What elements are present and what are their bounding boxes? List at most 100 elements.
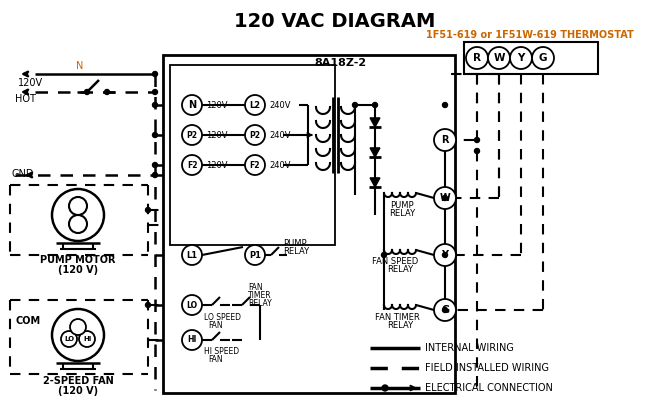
Text: LO: LO (186, 300, 198, 310)
Text: F2: F2 (250, 160, 260, 170)
Text: HOT: HOT (15, 94, 36, 104)
Circle shape (434, 244, 456, 266)
Text: 120V: 120V (18, 78, 43, 88)
Text: PUMP MOTOR: PUMP MOTOR (40, 255, 116, 265)
Text: L1: L1 (186, 251, 198, 259)
Polygon shape (370, 118, 380, 127)
Text: LO SPEED: LO SPEED (204, 313, 241, 321)
Text: G: G (539, 53, 547, 63)
Circle shape (442, 253, 448, 258)
Circle shape (434, 187, 456, 209)
Circle shape (182, 330, 202, 350)
Circle shape (52, 189, 104, 241)
Text: RELAY: RELAY (283, 246, 309, 256)
Text: L2: L2 (249, 101, 261, 109)
Circle shape (145, 303, 151, 308)
Circle shape (153, 163, 157, 168)
Text: PUMP: PUMP (390, 201, 414, 210)
Circle shape (182, 295, 202, 315)
Text: 240V: 240V (269, 160, 291, 170)
Text: 1F51-619 or 1F51W-619 THERMOSTAT: 1F51-619 or 1F51W-619 THERMOSTAT (426, 30, 634, 40)
Circle shape (182, 95, 202, 115)
Circle shape (474, 137, 480, 142)
Bar (464, 42, 598, 74)
Text: F2: F2 (187, 160, 197, 170)
Text: (120 V): (120 V) (58, 265, 98, 275)
Circle shape (466, 47, 488, 69)
Circle shape (52, 309, 104, 361)
Circle shape (182, 125, 202, 145)
Circle shape (61, 331, 77, 347)
Circle shape (532, 47, 554, 69)
Text: 120V: 120V (206, 101, 228, 109)
Text: W: W (440, 193, 450, 203)
Text: TIMER: TIMER (248, 290, 271, 300)
Text: Y: Y (517, 53, 525, 63)
Text: HI: HI (83, 336, 91, 342)
Text: PUMP: PUMP (283, 238, 307, 248)
Text: RELAY: RELAY (387, 266, 413, 274)
Circle shape (153, 173, 157, 178)
Text: P1: P1 (249, 251, 261, 259)
Circle shape (373, 103, 377, 108)
Text: P2: P2 (249, 130, 261, 140)
Text: W: W (493, 53, 505, 63)
Circle shape (79, 331, 95, 347)
Text: RELAY: RELAY (389, 209, 415, 217)
Text: N: N (76, 61, 84, 71)
Text: FAN: FAN (208, 321, 222, 329)
Text: 120 VAC DIAGRAM: 120 VAC DIAGRAM (234, 12, 436, 31)
Circle shape (69, 215, 87, 233)
Text: 8A18Z-2: 8A18Z-2 (314, 58, 366, 68)
Circle shape (182, 245, 202, 265)
Circle shape (381, 253, 387, 258)
Text: (120 V): (120 V) (58, 386, 98, 396)
Text: FIELD INSTALLED WIRING: FIELD INSTALLED WIRING (425, 363, 549, 373)
Text: FAN: FAN (208, 355, 222, 365)
Text: 120V: 120V (206, 160, 228, 170)
Circle shape (84, 90, 90, 95)
Circle shape (382, 385, 388, 391)
Circle shape (245, 245, 265, 265)
Circle shape (153, 72, 157, 77)
Circle shape (153, 132, 157, 137)
Text: FAN TIMER: FAN TIMER (375, 313, 419, 321)
Text: 240V: 240V (269, 101, 291, 109)
Text: RELAY: RELAY (248, 298, 272, 308)
Circle shape (69, 197, 87, 215)
Text: COM: COM (15, 316, 40, 326)
Circle shape (105, 90, 109, 95)
Text: ELECTRICAL CONNECTION: ELECTRICAL CONNECTION (425, 383, 553, 393)
Circle shape (153, 103, 157, 108)
Text: 120V: 120V (206, 130, 228, 140)
Text: 2-SPEED FAN: 2-SPEED FAN (43, 376, 113, 386)
Circle shape (434, 129, 456, 151)
Text: GND: GND (12, 169, 34, 179)
Circle shape (182, 155, 202, 175)
Circle shape (434, 299, 456, 321)
Circle shape (352, 103, 358, 108)
Text: HI SPEED: HI SPEED (204, 347, 239, 357)
Text: R: R (442, 135, 449, 145)
Text: LO: LO (64, 336, 74, 342)
Bar (163, 55, 455, 393)
Circle shape (245, 95, 265, 115)
Text: FAN: FAN (248, 282, 263, 292)
Circle shape (245, 125, 265, 145)
Text: N: N (188, 100, 196, 110)
Circle shape (442, 103, 448, 108)
Circle shape (245, 155, 265, 175)
Text: P2: P2 (186, 130, 198, 140)
Circle shape (510, 47, 532, 69)
Circle shape (153, 90, 157, 95)
Text: FAN SPEED: FAN SPEED (372, 258, 418, 266)
Text: R: R (473, 53, 481, 63)
Text: HI: HI (188, 336, 197, 344)
Text: G: G (441, 305, 449, 315)
Bar (170, 65, 335, 245)
Polygon shape (370, 148, 380, 157)
Text: RELAY: RELAY (387, 321, 413, 329)
Circle shape (474, 148, 480, 153)
Circle shape (442, 308, 448, 313)
Polygon shape (370, 178, 380, 187)
